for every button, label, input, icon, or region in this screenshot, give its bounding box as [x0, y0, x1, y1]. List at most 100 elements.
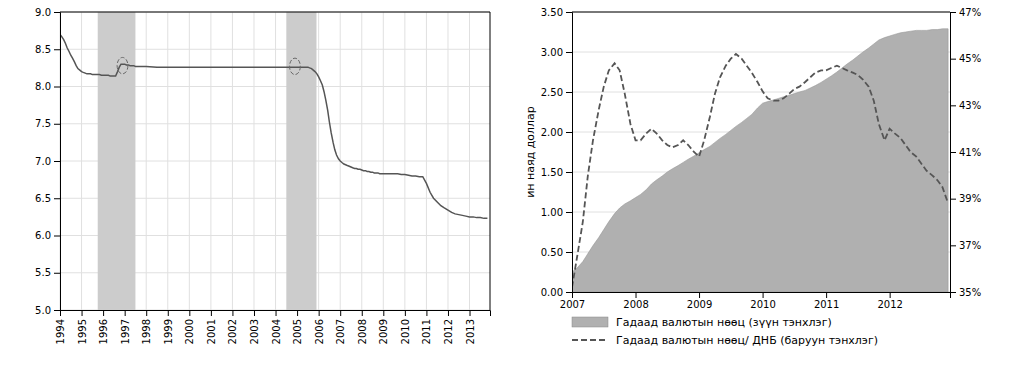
- tick-label: 2003: [249, 319, 260, 344]
- tick-label: 2011: [421, 319, 432, 344]
- tick-mark: [254, 310, 255, 316]
- legend-item: Гадаад валютын нөөц (зүүн тэнхлэг): [572, 316, 832, 329]
- frame-line: [572, 12, 950, 13]
- grid-line: [60, 12, 490, 13]
- tick-label: 8.5: [35, 44, 51, 55]
- tick: 6.5: [35, 193, 60, 204]
- y-axis: 0.00 0.50 1.00 1.50 2.00 2.50 3.00 3.50: [541, 7, 573, 298]
- tick: 47%: [950, 7, 981, 18]
- grid: [572, 12, 950, 292]
- tick-mark: [54, 236, 60, 237]
- tick-mark: [189, 310, 190, 316]
- tick: 1994: [55, 310, 66, 344]
- tick-mark: [211, 310, 212, 316]
- tick-mark: [950, 292, 956, 293]
- tick-label: 2013: [465, 319, 476, 344]
- tick-mark: [54, 12, 60, 13]
- tick-mark: [54, 310, 60, 311]
- tick-mark: [82, 310, 83, 316]
- tick-mark: [297, 310, 298, 316]
- tick: 5.5: [35, 267, 60, 278]
- tick-label: 2008: [623, 299, 648, 310]
- tick-mark: [950, 245, 956, 246]
- tick-mark: [566, 132, 572, 133]
- tick-mark: [54, 198, 60, 199]
- tick-label: 47%: [959, 7, 981, 18]
- tick: 2.50: [541, 87, 572, 98]
- tick: 1.50: [541, 167, 572, 178]
- tick: 1998: [141, 310, 152, 344]
- legend-item: Гадаад валютын нөөц/ ДНБ (баруун тэнхлэг…: [572, 334, 878, 347]
- tick-mark: [950, 152, 956, 153]
- tick: 1995: [77, 310, 88, 344]
- tick: 2012: [443, 310, 454, 344]
- tick-label: 2006: [314, 319, 325, 344]
- tick-label: 1995: [77, 319, 88, 344]
- tick-label: 9.0: [35, 7, 51, 18]
- tick: 2011: [814, 292, 839, 310]
- plot-area: [98, 12, 317, 310]
- tick-label: 1999: [163, 319, 174, 344]
- tick-label: 37%: [959, 240, 981, 251]
- tick: 8.0: [35, 81, 60, 92]
- tick: 2009: [687, 292, 712, 310]
- tick: 2000: [184, 310, 195, 344]
- annotation-ellipse: [117, 57, 128, 73]
- tick-mark: [470, 310, 471, 316]
- tick: 2.00: [541, 127, 572, 138]
- tick-label: 2010: [400, 319, 411, 344]
- legend-label: Гадаад валютын нөөц/ ДНБ (баруун тэнхлэг…: [616, 334, 878, 347]
- tick: 7.5: [35, 118, 60, 129]
- tick: 1999: [163, 310, 174, 344]
- tick: 3.50: [541, 7, 572, 18]
- tick-label: 8.0: [35, 81, 51, 92]
- tick: 41%: [950, 147, 981, 158]
- tick-label: 3.00: [541, 47, 563, 58]
- tick-label: 2011: [814, 299, 839, 310]
- tick: 2005: [292, 310, 303, 344]
- tick: 37%: [950, 240, 981, 251]
- tick: 45%: [950, 53, 981, 64]
- y-axis: 5.05.56.06.57.07.58.08.59.0: [35, 7, 60, 316]
- tick-label: 2004: [271, 319, 282, 344]
- tick-label: 2002: [227, 319, 238, 344]
- tick-mark: [699, 292, 700, 298]
- tick: 1.00: [541, 207, 572, 218]
- legend-label: Гадаад валютын нөөц (зүүн тэнхлэг): [616, 316, 832, 329]
- frame-line: [60, 12, 490, 13]
- chart: 2007200820092010201120120.000.501.001.50…: [524, 7, 981, 347]
- tick-label: 2008: [357, 319, 368, 344]
- tick-mark: [54, 49, 60, 50]
- tick-mark: [566, 172, 572, 173]
- tick-label: 2010: [750, 299, 775, 310]
- tick-label: 41%: [959, 147, 981, 158]
- tick-label: 2000: [184, 319, 195, 344]
- tick-label: 2012: [877, 299, 902, 310]
- tick-label: 1.50: [541, 167, 563, 178]
- tick-mark: [566, 292, 572, 293]
- tick: 0.00: [541, 287, 572, 298]
- tick: 9.0: [35, 7, 60, 18]
- tick-label: 6.5: [35, 193, 51, 204]
- tick: 2007: [335, 310, 346, 344]
- tick: 3.00: [541, 47, 572, 58]
- tick-label: 1998: [141, 319, 152, 344]
- grid-line: [572, 12, 950, 13]
- series-group: [572, 29, 948, 292]
- tick-label: 0.50: [541, 247, 563, 258]
- y2-axis: 35%37%39%41%43%45%47%: [950, 7, 981, 298]
- legend: Гадаад валютын нөөц (зүүн тэнхлэг) Гадаад…: [572, 316, 878, 347]
- grid: [60, 12, 490, 310]
- tick-mark: [54, 273, 60, 274]
- tick-mark: [54, 161, 60, 162]
- tick-label: 7.0: [35, 156, 51, 167]
- tick: 6.0: [35, 230, 60, 241]
- chart-container: 1994199519961997199819992000200120022003…: [0, 0, 1024, 365]
- line: [60, 34, 487, 218]
- x-axis: 1994199519961997199819992000200120022003…: [55, 310, 491, 344]
- tick-mark: [54, 124, 60, 125]
- tick: 2008: [357, 310, 368, 344]
- axis-line: [566, 13, 573, 293]
- tick: 2006: [314, 310, 325, 344]
- tick-mark: [168, 310, 169, 316]
